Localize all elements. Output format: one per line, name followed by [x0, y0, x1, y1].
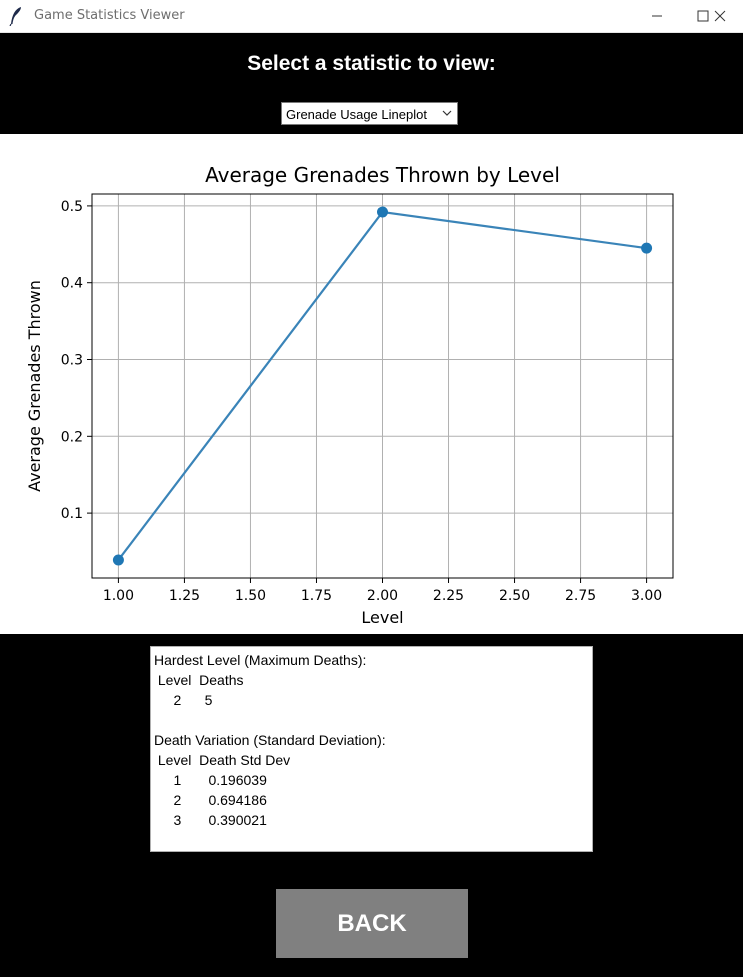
window-title: Game Statistics Viewer: [34, 8, 185, 23]
close-icon: [714, 10, 726, 22]
data-point: [112, 554, 124, 566]
x-axis-label: Level: [361, 608, 403, 627]
back-button[interactable]: BACK: [276, 889, 468, 958]
stats-text-box: Hardest Level (Maximum Deaths): Level De…: [150, 646, 593, 852]
statistic-select-value: Grenade Usage Lineplot: [286, 107, 427, 122]
x-tick-label: 2.00: [367, 588, 398, 604]
x-tick-label: 1.00: [103, 588, 134, 604]
plot-frame: [91, 193, 674, 579]
data-point: [641, 242, 653, 254]
x-tick-label: 2.75: [565, 588, 596, 604]
y-tick-label: 0.5: [61, 199, 83, 215]
minimize-icon: [652, 15, 662, 17]
x-tick-label: 2.50: [499, 588, 530, 604]
page-heading: Select a statistic to view:: [247, 52, 496, 75]
minimize-button[interactable]: [634, 0, 680, 32]
y-tick-label: 0.2: [61, 429, 83, 445]
chevron-down-icon: [442, 110, 452, 116]
death-variation-title: Death Variation (Standard Deviation):: [154, 732, 386, 748]
x-tick-label: 2.25: [433, 588, 464, 604]
death-variation-row: 1 0.196039: [154, 772, 267, 788]
x-tick-label: 3.00: [631, 588, 662, 604]
hardest-level-title: Hardest Level (Maximum Deaths):: [154, 652, 367, 668]
hardest-level-header: Level Deaths: [154, 672, 244, 688]
data-point: [377, 206, 388, 218]
x-tick-label: 1.50: [235, 588, 266, 604]
maximize-button[interactable]: [680, 0, 726, 32]
y-tick-label: 0.1: [61, 506, 83, 522]
feather-icon: [9, 7, 21, 26]
y-axis-label: Average Grenades Thrown: [25, 280, 44, 492]
hardest-level-row: 2 5: [154, 692, 213, 708]
death-variation-row: 3 0.390021: [154, 812, 267, 828]
y-tick-label: 0.3: [61, 353, 83, 369]
line-chart: 1.00 1.25 1.50 1.75 2.00 2.25 2.50 2.75 3.00 0.1 0…: [25, 163, 674, 627]
chart-title: Average Grenades Thrown by Level: [205, 163, 560, 187]
close-button[interactable]: [697, 0, 743, 32]
x-tick-label: 1.25: [169, 588, 200, 604]
death-variation-row: 2 0.694186: [154, 792, 267, 808]
death-variation-header: Level Death Std Dev: [154, 752, 291, 768]
maximize-icon: [697, 10, 709, 22]
y-tick-label: 0.4: [61, 276, 83, 292]
chart-area: 1.00 1.25 1.50 1.75 2.00 2.25 2.50 2.75 3.00 0.1 0…: [0, 134, 743, 634]
title-bar: Game Statistics Viewer: [0, 0, 743, 33]
x-tick-label: 1.75: [301, 588, 332, 604]
statistic-select[interactable]: Grenade Usage Lineplot: [281, 102, 458, 125]
